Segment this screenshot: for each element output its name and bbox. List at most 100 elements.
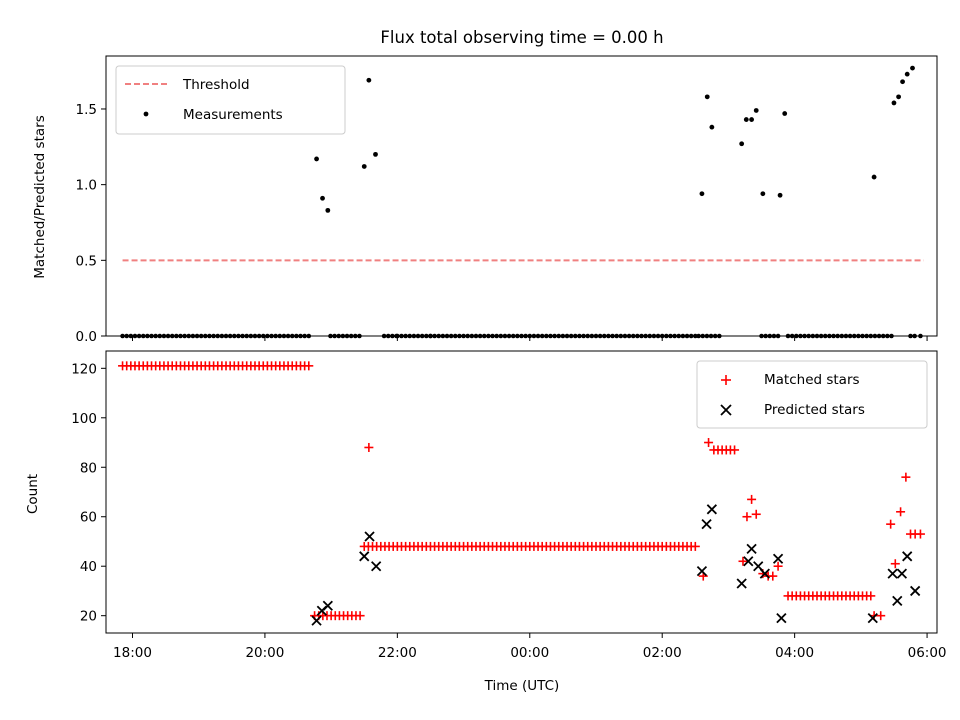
chart-title: Flux total observing time = 0.00 h bbox=[380, 28, 663, 47]
predicted-swatch-mark bbox=[720, 404, 732, 416]
bottom-ytick-label: 60 bbox=[80, 510, 97, 526]
matched-star-point bbox=[742, 512, 752, 522]
measurement-point bbox=[900, 79, 905, 85]
bottom-xlabel: Time (UTC) bbox=[484, 678, 560, 694]
measurement-point bbox=[777, 192, 783, 198]
measurements-legend-label: Measurements bbox=[183, 107, 283, 123]
matched-star-point bbox=[747, 494, 757, 504]
measurement-point bbox=[904, 71, 910, 77]
matched-star-point bbox=[704, 438, 714, 448]
predicted-legend-label: Predicted stars bbox=[764, 402, 865, 418]
bottom-ytick-label: 20 bbox=[80, 609, 97, 625]
predicted-star-point bbox=[359, 551, 370, 562]
measurement-point bbox=[739, 141, 745, 147]
matched-star-point bbox=[915, 529, 925, 539]
matched-star-point bbox=[896, 507, 906, 517]
predicted-star-point bbox=[910, 585, 921, 597]
measurement-point bbox=[760, 191, 766, 197]
bottom-xtick-label: 00:00 bbox=[510, 645, 549, 661]
matched-star-point bbox=[876, 611, 886, 621]
bottom-xtick-label: 18:00 bbox=[113, 645, 152, 661]
bottom-legend: Matched stars Predicted stars bbox=[696, 360, 928, 429]
measurement-point bbox=[373, 151, 378, 157]
top-axes: 0.0 0.5 1.0 1.5 bbox=[76, 55, 938, 345]
bottom-ytick-label: 80 bbox=[80, 460, 97, 476]
measurement-point bbox=[361, 164, 367, 169]
matched-star-point bbox=[890, 559, 900, 569]
predicted-star-point bbox=[696, 566, 708, 577]
predicted-star-point bbox=[364, 531, 375, 542]
predicted-star-point bbox=[746, 543, 757, 555]
matched-star-point bbox=[364, 442, 374, 452]
bottom-ytick-label: 120 bbox=[71, 361, 97, 377]
top-ylabel: Matched/Predicted stars bbox=[32, 115, 48, 278]
predicted-star-point bbox=[743, 556, 754, 567]
measurement-point bbox=[749, 117, 754, 122]
matched-star-point bbox=[738, 556, 748, 566]
bottom-xtick-label: 02:00 bbox=[643, 645, 682, 661]
bottom-ylabel: Count bbox=[25, 474, 41, 514]
predicted-star-point bbox=[887, 568, 898, 579]
bottom-xtick-label: 06:00 bbox=[908, 645, 947, 661]
top-legend: Threshold Measurements bbox=[115, 65, 346, 135]
measurement-point bbox=[910, 65, 915, 71]
predicted-star-point bbox=[896, 568, 908, 579]
measurement-point bbox=[896, 94, 901, 100]
bottom-xtick-label: 22:00 bbox=[378, 645, 417, 661]
predicted-star-point bbox=[322, 600, 333, 611]
threshold-legend-label: Threshold bbox=[182, 77, 250, 93]
measurement-point bbox=[320, 195, 325, 201]
measurement-point bbox=[325, 207, 331, 213]
bottom-axes-frame bbox=[105, 350, 938, 634]
predicted-star-point bbox=[371, 561, 382, 572]
matched-swatch-mark bbox=[721, 375, 731, 385]
top-ytick-label: 1.5 bbox=[76, 102, 97, 118]
measurement-point bbox=[699, 191, 705, 197]
measurement-point bbox=[753, 108, 759, 113]
bottom-ytick-label: 40 bbox=[80, 559, 97, 575]
measurement-point bbox=[314, 156, 319, 162]
predicted-star-point bbox=[772, 553, 784, 564]
matched-star-point bbox=[866, 591, 876, 601]
matched-legend-swatch bbox=[721, 375, 731, 385]
predicted-star-point bbox=[776, 613, 787, 624]
predicted-star-point bbox=[736, 578, 747, 589]
measurement-point bbox=[704, 94, 710, 100]
matched-star-point bbox=[768, 571, 778, 581]
matched-star-point bbox=[690, 541, 700, 551]
predicted-star-point bbox=[706, 504, 718, 515]
measurement-point bbox=[782, 111, 788, 116]
top-ytick-label: 1.0 bbox=[76, 178, 97, 194]
predicted-star-point bbox=[759, 568, 770, 579]
bottom-ytick-label: 100 bbox=[71, 411, 97, 427]
matched-star-point bbox=[773, 561, 783, 571]
matched-star-point bbox=[901, 472, 911, 482]
measurement-point bbox=[891, 100, 897, 106]
bottom-axes: 20 40 60 80 100 120 18:00 20:00 22:00 00:00 02:00 0… bbox=[71, 350, 947, 661]
measurements-legend-swatch bbox=[143, 111, 149, 117]
top-legend-box bbox=[115, 65, 346, 135]
bottom-legend-box bbox=[696, 360, 928, 429]
measurement-point bbox=[871, 174, 877, 180]
top-axes-frame bbox=[105, 55, 938, 337]
predicted-star-point bbox=[902, 551, 913, 562]
matched-star-point bbox=[355, 611, 365, 621]
top-ytick-label: 0.5 bbox=[76, 253, 97, 269]
bottom-xtick-label: 04:00 bbox=[775, 645, 814, 661]
predicted-star-point bbox=[867, 613, 878, 624]
measurement-point bbox=[743, 117, 749, 122]
matched-star-point bbox=[751, 509, 761, 519]
bottom-xtick-label: 20:00 bbox=[245, 645, 284, 661]
predicted-legend-swatch bbox=[720, 404, 732, 416]
predicted-star-point bbox=[892, 595, 903, 606]
matched-legend-label: Matched stars bbox=[764, 372, 860, 388]
matched-star-point bbox=[886, 519, 896, 529]
matched-star-point bbox=[730, 445, 740, 455]
predicted-star-point bbox=[701, 519, 712, 530]
top-ytick-label: 0.0 bbox=[76, 329, 97, 345]
measurement-point bbox=[709, 124, 715, 130]
matched-star-point bbox=[304, 361, 314, 371]
predicted-star-point bbox=[311, 615, 322, 626]
measurement-point bbox=[366, 77, 372, 83]
